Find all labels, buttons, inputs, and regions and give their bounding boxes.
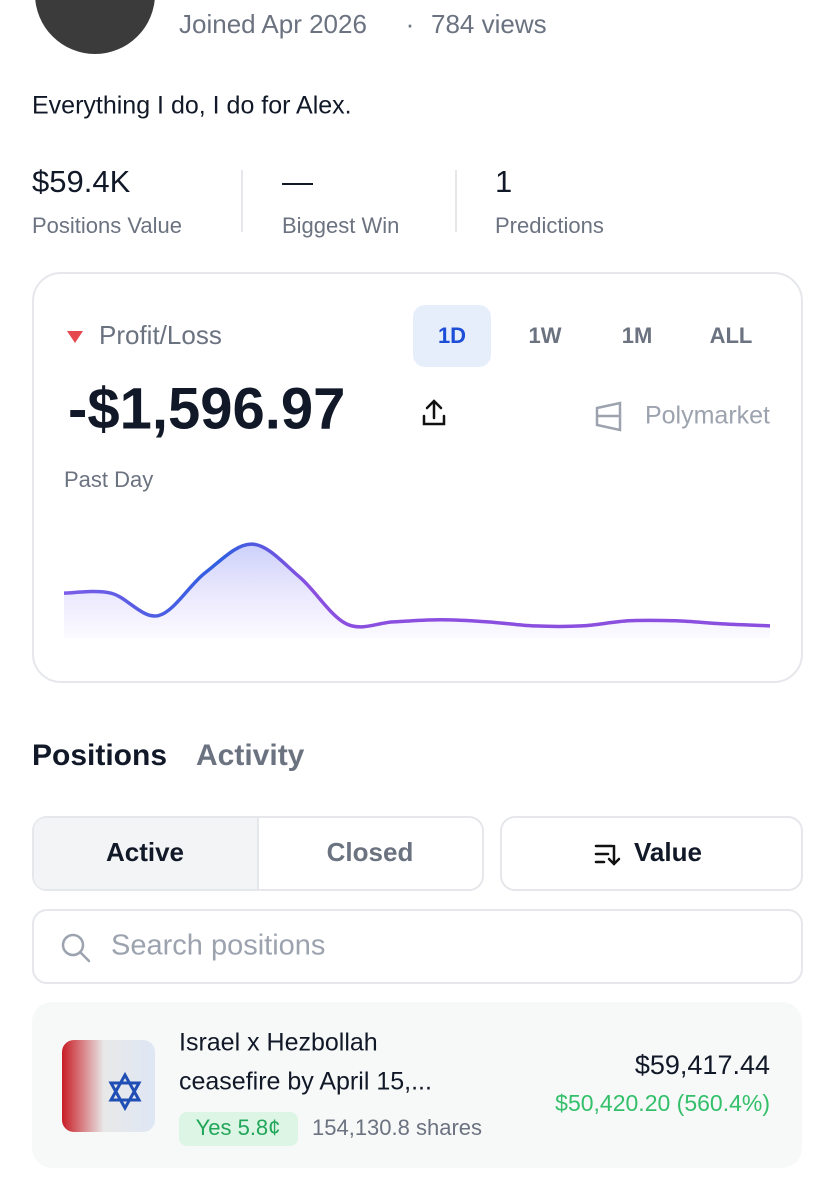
range-tab[interactable]: 1W	[529, 323, 562, 348]
pnl-label: Profit/Loss	[99, 320, 222, 350]
range-tab[interactable]: ALL	[710, 323, 753, 348]
search-icon	[61, 933, 85, 957]
pnl-amount: -$1,596.97	[68, 376, 345, 441]
area-fill	[64, 544, 770, 638]
search-icon	[78, 950, 91, 963]
market-image	[108, 1071, 142, 1112]
share-icon[interactable]	[422, 399, 446, 426]
stat-label: Positions Value	[32, 213, 182, 238]
stat-label: Biggest Win	[282, 213, 399, 238]
bio: Everything I do, I do for Alex.	[32, 92, 352, 120]
stat-value: 1	[495, 164, 512, 199]
brand-logo	[595, 401, 622, 432]
sort-label[interactable]: Value	[634, 837, 702, 867]
range-tab[interactable]: 1M	[622, 323, 653, 348]
sort-icon	[594, 844, 621, 866]
tab[interactable]: Positions	[32, 739, 167, 772]
shares: 154,130.8 shares	[312, 1115, 482, 1140]
filter[interactable]: Active	[106, 837, 184, 867]
tab[interactable]: Activity	[196, 739, 305, 772]
stat-value: $59.4K	[32, 164, 131, 199]
period: Past Day	[64, 467, 153, 492]
search-box[interactable]	[32, 909, 803, 984]
filter-active-bg	[34, 818, 258, 889]
position-pnl: $50,420.20 (560.4%)	[555, 1090, 770, 1116]
sort-button[interactable]	[500, 816, 803, 891]
stat-value: —	[282, 164, 313, 199]
range-selected-bg	[413, 305, 491, 367]
market-image	[62, 1040, 155, 1132]
joined: Joined Apr 2026	[179, 9, 367, 39]
down-indicator	[67, 331, 83, 343]
position-value: $59,417.44	[635, 1050, 770, 1080]
separator: ·	[406, 9, 415, 39]
position-title: ceasefire by April 15,...	[179, 1068, 432, 1096]
filter[interactable]: Closed	[327, 837, 414, 867]
range-tab[interactable]: 1D	[438, 323, 466, 348]
avatar[interactable]	[35, 0, 155, 54]
views: 784 views	[431, 9, 547, 39]
pnl-line	[63, 542, 771, 629]
search-placeholder: Search positions	[111, 930, 325, 962]
outcome: Yes 5.8¢	[196, 1115, 281, 1140]
position-title: Israel x Hezbollah	[179, 1029, 378, 1057]
stat-label: Predictions	[495, 213, 604, 238]
outcome-badge	[179, 1112, 298, 1146]
brand: Polymarket	[645, 402, 770, 430]
